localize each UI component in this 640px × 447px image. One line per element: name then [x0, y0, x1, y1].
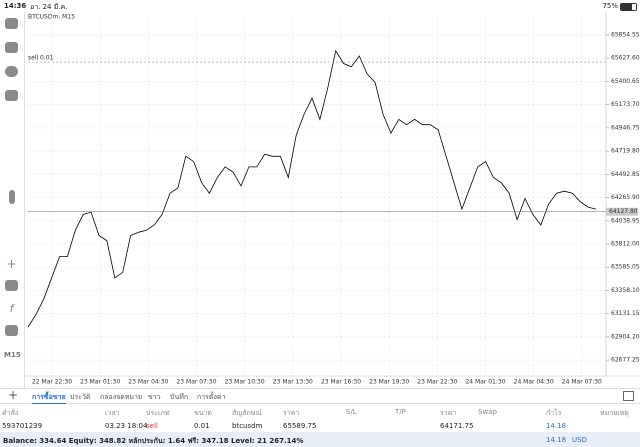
positions-table: คำสั่ง เวลา ประเภท ขนาด สัญลักษณ์ ราคา S/L T/P ร…: [0, 404, 640, 432]
chart-title: BTCUSDm, M15: [28, 14, 75, 21]
y-tick-label: 63812.00: [611, 240, 640, 247]
column-header: S/L: [346, 408, 357, 416]
y-tick-label: 63358.10: [611, 287, 640, 294]
account-summary: Balance: 334.64 Equity: 348.82 หลักประกั…: [3, 437, 304, 445]
currency: USD: [572, 436, 587, 444]
column-header: หมายเหตุ: [600, 409, 629, 417]
y-tick-label: 62677.25: [611, 357, 640, 364]
x-tick-label: 23 Mar 10:30: [225, 379, 265, 386]
x-tick-label: 23 Mar 04:30: [128, 379, 168, 386]
y-tick-label: 64038.95: [611, 217, 640, 224]
price-box-label: 64127.80: [609, 208, 638, 215]
status-date: อา. 24 มี.ค.: [30, 3, 68, 11]
y-tick-label: 65627.60: [611, 55, 640, 62]
x-tick-label: 23 Mar 16:30: [321, 379, 361, 386]
column-header: สัญลักษณ์: [232, 409, 262, 417]
cell: 03.23 18:04: [105, 422, 148, 430]
crosshair-icon[interactable]: +: [6, 257, 17, 271]
status-time: 14:36: [4, 2, 27, 10]
tab[interactable]: ข่าว: [148, 393, 161, 401]
battery-icon: [620, 3, 637, 11]
layout-icon[interactable]: [623, 391, 634, 401]
x-tick-label: 23 Mar 22:30: [417, 379, 457, 386]
indicator-icon[interactable]: f: [9, 302, 14, 315]
x-tick-label: 23 Mar 01:30: [80, 379, 120, 386]
column-header: ประเภท: [146, 409, 170, 417]
y-tick-label: 64946.75: [611, 124, 640, 131]
x-tick-label: 23 Mar 07:30: [176, 379, 216, 386]
y-tick-label: 64265.90: [611, 194, 640, 201]
y-tick-label: 63131.15: [611, 310, 640, 317]
tool-icon[interactable]: [5, 66, 18, 77]
x-tick-label: 22 Mar 22:30: [32, 379, 72, 386]
footer: Balance: 334.64 Equity: 348.82 หลักประกั…: [0, 432, 640, 447]
column-header: กำไร: [546, 409, 562, 417]
column-header: ราคา: [440, 409, 457, 417]
cell: 0.01: [194, 422, 210, 430]
column-header: ราคา: [283, 409, 300, 417]
x-tick-label: 23 Mar 19:30: [369, 379, 409, 386]
tool-icon[interactable]: [5, 280, 18, 291]
x-tick-label: 24 Mar 01:30: [465, 379, 505, 386]
column-header: Swap: [478, 408, 497, 416]
y-tick-label: 64492.85: [611, 171, 640, 178]
tab-bar: + การซื้อขาย ประวัติ กล่องจดหมาย ข่าว บันทึก…: [0, 388, 640, 404]
tool-icon[interactable]: [5, 325, 18, 336]
y-tick-label: 65400.65: [611, 78, 640, 85]
price-line: [27, 49, 597, 328]
tab[interactable]: การตั้งค่า: [197, 393, 226, 401]
tab[interactable]: บันทึก: [170, 393, 189, 401]
tool-icon[interactable]: [5, 42, 18, 53]
column-header: ขนาด: [194, 409, 213, 417]
cell: 64171.75: [440, 422, 474, 430]
tool-icon[interactable]: [5, 18, 18, 29]
column-header: คำสั่ง: [2, 409, 19, 417]
y-tick-label: 65854.55: [611, 31, 640, 38]
tool-icon[interactable]: [5, 90, 18, 101]
tab[interactable]: กล่องจดหมาย: [100, 393, 143, 401]
order-label: sell 0.01: [28, 55, 54, 62]
tab[interactable]: ประวัติ: [70, 393, 91, 401]
y-tick-label: 63585.05: [611, 264, 640, 271]
cell: 65589.75: [283, 422, 317, 430]
chart: BTCUSDm, M15 65854.55 65627.60 65400.65 651…: [24, 12, 640, 386]
x-tick-label: 24 Mar 07:30: [562, 379, 602, 386]
y-tick-label: 65173.70: [611, 101, 640, 108]
y-tick-label: 62904.20: [611, 333, 640, 340]
x-tick-label: 23 Mar 13:30: [273, 379, 313, 386]
tool-icon[interactable]: [9, 190, 15, 204]
x-tick-label: 24 Mar 04:30: [514, 379, 554, 386]
timeframe[interactable]: M15: [4, 351, 21, 359]
add-button[interactable]: +: [8, 388, 19, 402]
price-box: [606, 207, 638, 216]
tab[interactable]: การซื้อขาย: [32, 392, 66, 404]
cell[interactable]: 593701239: [2, 422, 43, 430]
column-header: เวลา: [105, 409, 120, 417]
battery-level: 75%: [602, 2, 618, 10]
y-tick-label: 64719.80: [611, 148, 640, 155]
cell: sell: [146, 422, 158, 430]
column-header: T/P: [395, 408, 406, 416]
total-profit: 14.18: [546, 436, 567, 444]
cell: btcusdm: [232, 422, 263, 430]
cell: 14.18: [546, 422, 567, 430]
toolbar: + f M15: [0, 12, 25, 388]
